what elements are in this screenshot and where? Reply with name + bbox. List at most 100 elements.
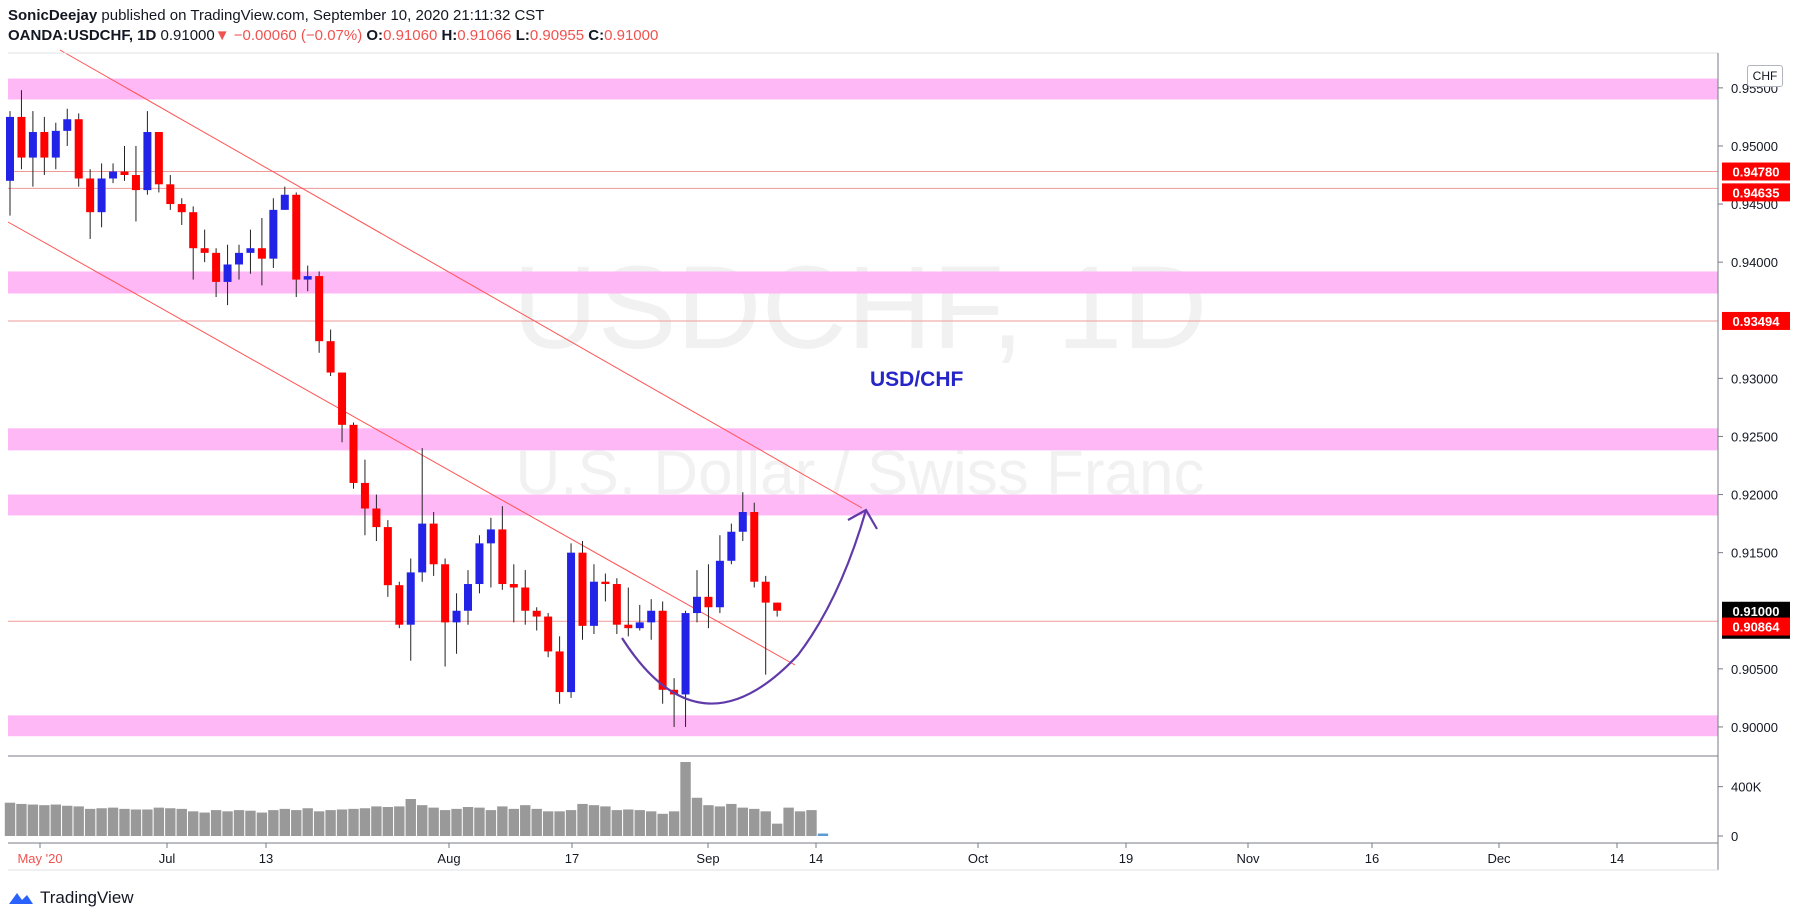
cup-projection[interactable] [621,508,878,705]
price-label-bg [1722,162,1790,181]
candle-body [418,523,427,573]
channel-upper-line[interactable] [59,49,863,509]
candle-body [532,610,541,617]
change-value: −0.00060 (−0.07%) [233,27,363,44]
volume-bar [542,811,554,836]
candle-body [429,523,438,565]
candle-body [475,543,484,585]
candle-body [704,596,713,608]
volume-bar [222,811,233,836]
volume-bar [691,797,703,836]
price-label-text: 0.94780 [1733,165,1780,180]
candle-body [338,372,347,425]
volume-bar [142,809,153,836]
volume-bar [794,811,806,836]
price-label-bg [1722,183,1790,202]
candle-body [177,204,186,213]
volume-bar [39,805,50,836]
volume-bar [611,810,623,836]
volume-bar [806,810,817,836]
footer[interactable]: TradingView [8,888,134,908]
volume-bar [279,808,290,836]
price-tick-label: 0.93000 [1731,371,1778,386]
volume-bar [737,807,748,836]
down-triangle-icon: ▼ [214,27,230,44]
volume-bar [16,803,27,836]
volume-bar [119,808,130,836]
candle-body [223,264,232,282]
candle-body [658,610,667,690]
price-tick-label: 0.92500 [1731,429,1778,444]
candle-body [635,622,644,629]
volume-bar [497,806,508,836]
volume-bar [760,811,771,836]
author-name[interactable]: SonicDeejay [8,7,98,24]
candle-body [74,119,83,179]
candle-body [120,171,129,176]
candle-body [612,584,621,625]
symbol-label[interactable]: OANDA:USDCHF, 1D [8,27,157,44]
symbol-watermark: USDCHF, 1D U.S. Dollar / Swiss Franc [513,242,1208,508]
volume-bar [439,810,451,836]
volume-bar [531,808,542,836]
last-price: 0.91000 [160,27,215,44]
candle-body [773,602,782,611]
currency-badge[interactable]: CHF [1747,65,1783,87]
volume-bar [428,807,439,836]
high-value: 0.91066 [457,27,512,44]
price-axis[interactable]: 0.955000.950000.945000.940000.930000.925… [1718,81,1790,735]
candle-body [269,209,278,259]
volume-axis: 400K 0 [1718,780,1762,844]
volume-bar [130,809,142,836]
candle-body [257,248,266,259]
volume-bar [680,762,691,836]
volume-bar [405,799,416,836]
time-axis[interactable]: May '20 Jul 13 Aug 17 Sep 14 Oct 19 Nov 16 Dec 14 [17,843,1624,866]
volume-bar [726,803,737,836]
volume-bar [657,813,668,836]
low-label: L: [515,27,530,44]
candle-body [589,581,598,626]
candle-body [544,616,553,652]
price-label-text: 0.93494 [1733,314,1781,329]
tradingview-logo-icon [9,893,33,904]
candle-body [395,585,404,625]
volume-bar [577,803,588,836]
candle-body [109,171,118,179]
open-label: O: [366,27,384,44]
candle-body [6,116,14,181]
volume-bar [165,808,176,836]
candle-body [280,194,289,210]
candle-body [28,132,37,158]
price-tick-label: 0.90000 [1731,720,1778,735]
volume-bar [451,808,462,836]
annotation-label[interactable]: USD/CHF [870,368,964,391]
volume-bar [600,806,611,836]
cup-arc[interactable] [621,509,868,705]
trend-channel[interactable] [7,49,863,666]
volume-bar [714,806,726,836]
candle-body [303,276,312,280]
candle-body [727,531,736,561]
candle-body [715,560,724,608]
candle-body [624,624,633,629]
volume-bar [394,806,405,836]
candle-body [131,175,140,191]
close-label: C: [588,27,605,44]
candle-body [567,552,576,693]
channel-lower-line[interactable] [7,221,796,666]
volume-bar [817,833,829,836]
arrow-head-icon [847,508,878,530]
volume-bar [565,810,577,836]
support-resistance-zones [8,78,1718,737]
candle-body [63,119,72,131]
volume-bar [646,811,657,836]
candle-body [498,529,507,585]
candle-body [738,511,747,532]
chart-frame [8,52,1719,871]
volume-bar [62,805,73,836]
time-tick-label: 13 [259,851,273,866]
time-tick-label: Oct [968,851,989,866]
candle-body [360,482,369,509]
